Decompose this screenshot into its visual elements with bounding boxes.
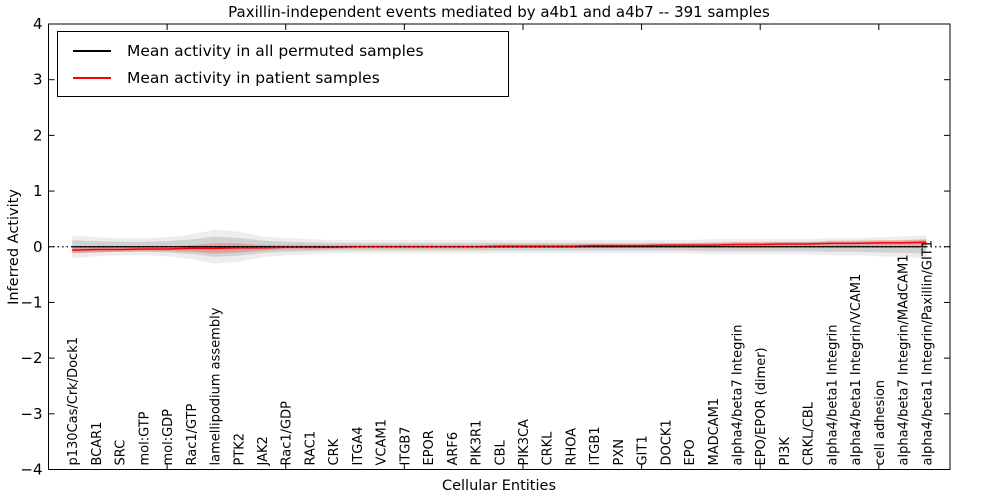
x-tick-label: DOCK1: [659, 419, 674, 465]
x-tick-label: mol:GTP: [137, 411, 152, 465]
legend-entry-patient: Mean activity in patient samples: [73, 64, 508, 91]
x-tick-label: RHOA: [564, 428, 579, 466]
x-tick-label: Rac1/GDP: [280, 401, 295, 466]
x-tick-label: alpha4/beta7 Integrin/MAdCAM1: [897, 255, 912, 466]
x-tick-label: BCAR1: [90, 422, 105, 466]
x-tick-label: GIT1: [636, 435, 651, 465]
y-tick-label: −1: [20, 293, 42, 311]
x-tick-label: PIK3R1: [470, 420, 485, 466]
x-tick-label: PTK2: [232, 433, 247, 466]
x-tick-label: EPOR: [422, 430, 437, 465]
x-tick-label: lamellipodium assembly: [209, 307, 224, 465]
x-tick-label: JAK2: [256, 436, 271, 466]
x-tick-label: CRKL: [541, 431, 556, 466]
x-tick-label: EPO: [683, 439, 698, 465]
x-tick-label: ITGA4: [351, 426, 366, 465]
x-tick-label: PIK3CA: [517, 419, 532, 466]
x-tick-label: SRC: [114, 440, 129, 466]
x-tick-label: MADCAM1: [707, 398, 722, 466]
legend-label-permuted: Mean activity in all permuted samples: [127, 41, 424, 60]
x-tick-label: EPO/EPOR (dimer): [754, 347, 769, 465]
x-tick-label: p130Cas/Crk/Dock1: [66, 337, 81, 466]
x-tick-label: CRK: [327, 438, 342, 465]
x-tick-label: alpha4/beta7 Integrin: [730, 324, 745, 465]
y-tick-label: 0: [33, 238, 43, 256]
x-tick-label: VCAM1: [375, 419, 390, 465]
x-tick-label: ARF6: [446, 432, 461, 466]
x-tick-label: Rac1/GTP: [185, 403, 200, 465]
y-tick-label: 1: [33, 182, 43, 200]
x-tick-label: ITGB7: [398, 426, 413, 465]
x-tick-label: cell adhesion: [873, 380, 888, 466]
y-tick-label: −2: [20, 349, 42, 367]
y-tick-label: −4: [20, 461, 42, 479]
legend: Mean activity in all permuted samples Me…: [57, 31, 509, 97]
legend-entry-permuted: Mean activity in all permuted samples: [73, 37, 508, 64]
x-axis-title: Cellular Entities: [441, 478, 557, 494]
y-tick-label: −3: [20, 405, 42, 423]
x-tick-label: alpha4/beta1 Integrin/Paxillin/GIT1: [920, 240, 935, 466]
permuted-line-swatch: [73, 49, 111, 52]
x-tick-label: PXN: [612, 439, 627, 465]
chart-title: Paxillin-independent events mediated by …: [228, 3, 770, 21]
x-tick-label: ITGB1: [588, 426, 603, 465]
x-tick-label: PI3K: [778, 437, 793, 466]
x-tick-label: alpha4/beta1 Integrin/VCAM1: [849, 274, 864, 466]
y-tick-label: 3: [33, 71, 43, 89]
x-tick-label: CRKL/CBL: [802, 401, 817, 465]
x-tick-label: RAC1: [303, 431, 318, 466]
patient-line-swatch: [73, 76, 111, 79]
x-tick-label: CBL: [493, 440, 508, 466]
y-tick-label: 4: [33, 15, 43, 33]
y-tick-label: 2: [33, 126, 43, 144]
legend-label-patient: Mean activity in patient samples: [127, 68, 380, 87]
x-tick-label: mol:GDP: [161, 409, 176, 466]
x-tick-label: alpha4/beta1 Integrin: [825, 324, 840, 465]
